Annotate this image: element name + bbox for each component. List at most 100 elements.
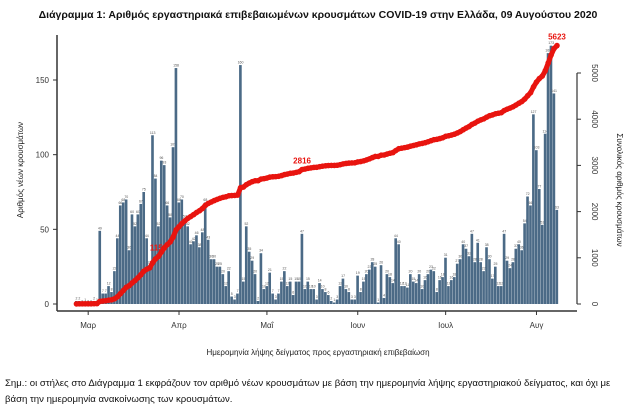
bar [107,286,110,304]
bar [496,286,500,304]
bar [555,209,559,304]
bar-value-label: 12 [265,282,269,286]
cumulative-point [539,73,546,79]
bar-value-label: 1 [84,298,86,302]
y2-tick-label: 4000 [590,110,599,128]
bar-value-label: 25 [218,262,222,266]
bar-value-label: 12 [496,282,500,286]
x-tick-label: Ιουν [350,321,365,330]
bar-value-label: 28 [473,258,477,262]
bar-value-label: 21 [268,268,272,272]
bar-value-label: 25 [494,262,498,266]
bar [189,244,192,304]
bar [142,192,146,304]
cumulative-point [530,84,537,90]
bar-value-label: 160 [238,61,244,65]
bar-value-label: 10 [344,285,348,289]
bar [464,248,468,304]
bar-value-label: 20 [385,270,389,274]
bar [321,289,324,304]
bar-value-label: 20 [426,270,430,274]
bar-value-label: 141 [551,89,557,93]
bar [473,262,477,304]
bar-value-label: 8 [111,288,113,292]
bar-value-label: 37 [464,244,468,248]
cumulative-point [542,67,549,74]
bar-value-label: 8 [436,288,438,292]
bar-value-label: 68 [177,198,181,202]
bar-value-label: 5 [231,292,233,296]
bar-value-label: 20 [409,270,413,274]
bar-value-label: 30 [209,255,213,259]
bar [362,281,365,304]
x-axis-label: Ημερομηνία λήψης δείγματος προς εργαστηρ… [206,348,429,357]
bar [458,259,462,304]
footnote: Σημ.: οι στήλες στο Διάγραμμα 1 εκφράζου… [5,376,633,408]
bar-value-label: 4 [383,294,385,298]
bar [195,235,198,304]
bar-value-label: 23 [429,265,433,269]
bar [253,274,257,304]
bar [262,289,266,304]
bar-value-label: 93 [162,161,166,165]
bar [315,299,318,304]
bar-value-label: 12 [285,282,289,286]
bar [432,271,436,304]
bar [224,286,228,304]
bar [242,281,245,304]
cumulative-point [527,89,534,96]
bar-value-label: 57 [183,214,187,218]
bar-value-label: 7 [272,289,274,293]
bar-value-label: 18 [452,273,456,277]
bar-value-label: 18 [441,273,445,277]
bar [139,203,143,304]
cumulative-point [170,234,176,240]
bar [341,278,345,304]
cumulative-line [76,43,559,307]
bar [177,202,181,304]
bar-value-label: 20 [221,270,225,274]
bar-value-label: 44 [116,234,120,238]
bar [379,265,383,304]
bar-value-label: 173 [548,41,554,45]
bar-value-label: 15 [242,277,246,281]
y2-tick-label: 2000 [590,203,599,221]
bar [121,202,125,304]
x-tick-label: Αυγ [530,321,544,330]
bar-value-label: 37 [514,244,518,248]
bar [247,251,251,304]
bar [529,205,532,304]
bar-value-label: 2 [257,297,259,301]
bar [470,233,474,304]
bar [165,205,169,304]
bar-value-label: 14 [414,279,418,283]
bar [499,286,503,304]
bar [429,269,433,304]
y-axis-label: Αριθμός νέων κρουσμάτων [16,122,25,218]
bar-value-label: 2 [75,297,77,301]
bar [265,286,269,304]
bar [485,247,488,304]
bar-value-label: 47 [300,229,304,233]
bar-value-label: 158 [173,64,179,68]
bar-value-label: 18 [388,273,392,277]
bar-value-label: 12 [447,282,451,286]
bar [373,266,377,304]
bar-value-label: 53 [540,220,544,224]
bar [423,280,427,304]
bar-value-label: 12 [224,282,228,286]
bar-value-label: 7 [105,289,107,293]
bar-value-label: 17 [341,274,345,278]
bar-value-label: 26 [379,261,383,265]
bar-value-label: 66 [529,201,533,205]
y2-tick-label: 0 [590,302,599,307]
bar [230,296,233,304]
cumulative-point [146,265,153,271]
bar [174,68,178,304]
bar [303,289,307,304]
bar [168,217,172,304]
bar [535,150,538,304]
bar-value-label: 41 [476,238,480,242]
bar-value-label: 52 [244,222,248,226]
bar-value-label: 8 [325,288,327,292]
